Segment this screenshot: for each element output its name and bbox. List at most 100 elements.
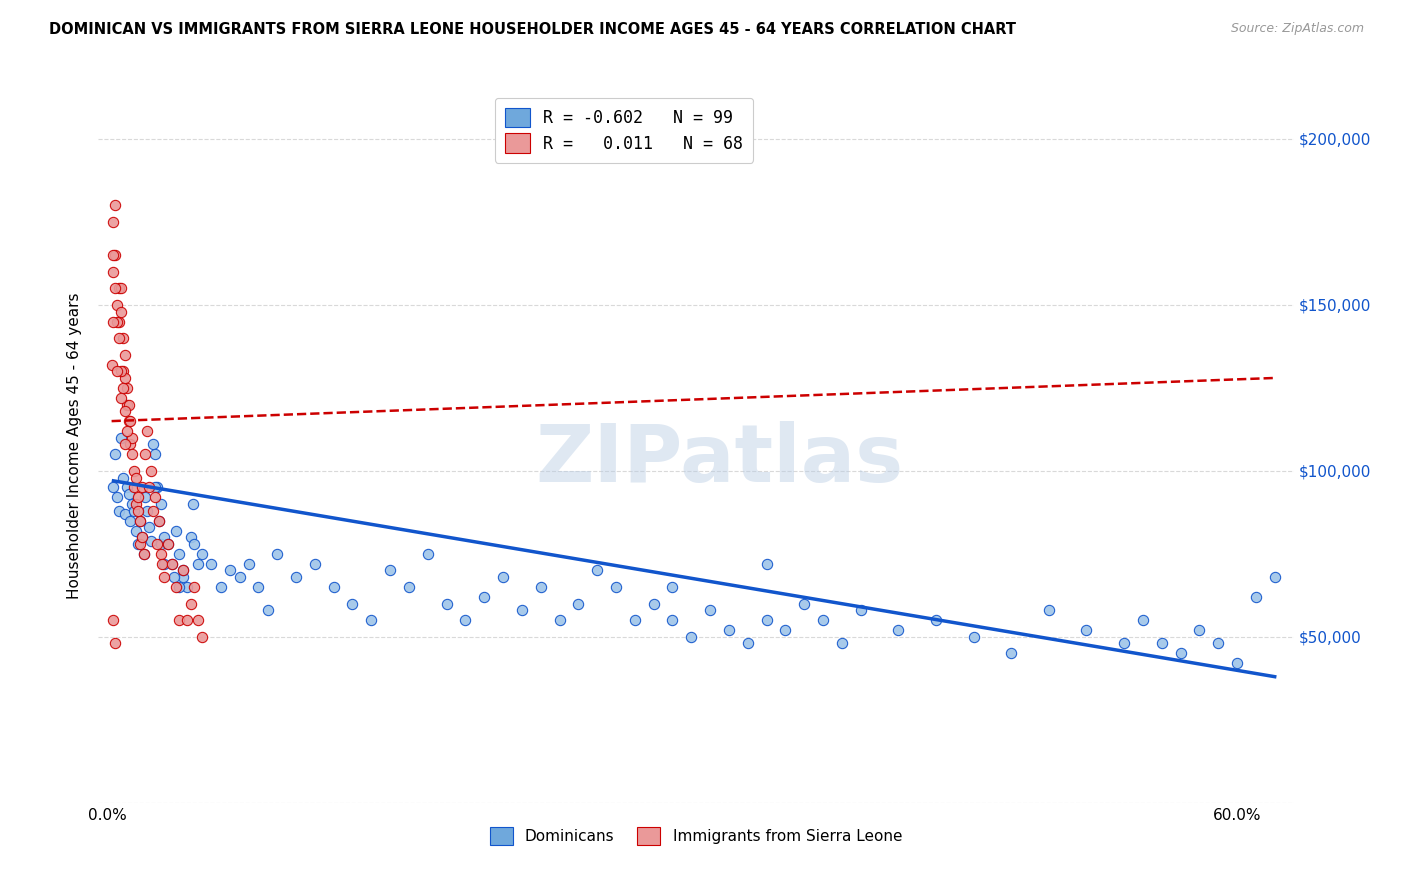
Point	[699, 603, 721, 617]
Point	[962, 630, 984, 644]
Point	[183, 537, 205, 551]
Point	[105, 491, 128, 505]
Point	[285, 570, 308, 584]
Point	[661, 580, 683, 594]
Point	[128, 514, 150, 528]
Point	[925, 613, 948, 627]
Point	[110, 304, 132, 318]
Point	[737, 636, 759, 650]
Point	[172, 564, 194, 578]
Point	[149, 497, 172, 511]
Point	[108, 331, 131, 345]
Point	[378, 564, 401, 578]
Point	[717, 624, 740, 638]
Point	[398, 580, 420, 594]
Point	[128, 514, 150, 528]
Point	[661, 613, 683, 627]
Point	[304, 557, 326, 571]
Point	[228, 570, 250, 584]
Point	[110, 364, 132, 378]
Point	[103, 481, 125, 495]
Point	[108, 504, 131, 518]
Point	[1132, 613, 1154, 627]
Point	[100, 358, 122, 372]
Point	[103, 314, 125, 328]
Point	[132, 547, 155, 561]
Point	[152, 557, 174, 571]
Point	[143, 491, 166, 505]
Point	[134, 447, 156, 461]
Point	[142, 437, 165, 451]
Point	[1000, 647, 1022, 661]
Point	[209, 580, 232, 594]
Point	[134, 491, 156, 505]
Point	[153, 570, 176, 584]
Point	[131, 530, 153, 544]
Point	[436, 597, 458, 611]
Point	[136, 504, 159, 518]
Point	[266, 547, 288, 561]
Point	[416, 547, 439, 561]
Point	[247, 580, 270, 594]
Point	[849, 603, 872, 617]
Point	[153, 557, 176, 571]
Point	[104, 447, 127, 461]
Text: DOMINICAN VS IMMIGRANTS FROM SIERRA LEONE HOUSEHOLDER INCOME AGES 45 - 64 YEARS : DOMINICAN VS IMMIGRANTS FROM SIERRA LEON…	[49, 22, 1017, 37]
Point	[128, 537, 150, 551]
Point	[530, 580, 553, 594]
Point	[110, 281, 132, 295]
Point	[132, 547, 155, 561]
Point	[114, 437, 136, 451]
Point	[122, 481, 145, 495]
Point	[105, 298, 128, 312]
Point	[360, 613, 382, 627]
Point	[111, 331, 134, 345]
Point	[111, 470, 134, 484]
Point	[165, 524, 187, 538]
Point	[160, 557, 183, 571]
Point	[115, 481, 138, 495]
Point	[183, 580, 205, 594]
Point	[114, 348, 136, 362]
Point	[1206, 636, 1229, 650]
Point	[157, 537, 180, 551]
Point	[1038, 603, 1060, 617]
Point	[131, 481, 153, 495]
Point	[143, 481, 166, 495]
Point	[111, 381, 134, 395]
Point	[117, 414, 139, 428]
Point	[180, 597, 202, 611]
Point	[138, 520, 160, 534]
Point	[111, 364, 134, 378]
Point	[117, 397, 139, 411]
Point	[172, 564, 194, 578]
Point	[127, 491, 149, 505]
Point	[322, 580, 344, 594]
Point	[125, 470, 148, 484]
Point	[200, 557, 222, 571]
Point	[115, 397, 138, 411]
Point	[117, 487, 139, 501]
Point	[755, 557, 778, 571]
Point	[510, 603, 533, 617]
Point	[149, 547, 172, 561]
Point	[145, 481, 167, 495]
Point	[811, 613, 834, 627]
Point	[157, 537, 180, 551]
Point	[145, 537, 167, 551]
Point	[139, 533, 162, 548]
Point	[148, 514, 170, 528]
Point	[120, 437, 142, 451]
Point	[122, 504, 145, 518]
Point	[793, 597, 815, 611]
Point	[148, 514, 170, 528]
Legend: Dominicans, Immigrants from Sierra Leone: Dominicans, Immigrants from Sierra Leone	[482, 820, 910, 852]
Point	[125, 524, 148, 538]
Point	[131, 530, 153, 544]
Point	[121, 447, 143, 461]
Point	[104, 248, 127, 262]
Point	[127, 504, 149, 518]
Point	[1114, 636, 1136, 650]
Point	[121, 431, 143, 445]
Point	[104, 198, 127, 212]
